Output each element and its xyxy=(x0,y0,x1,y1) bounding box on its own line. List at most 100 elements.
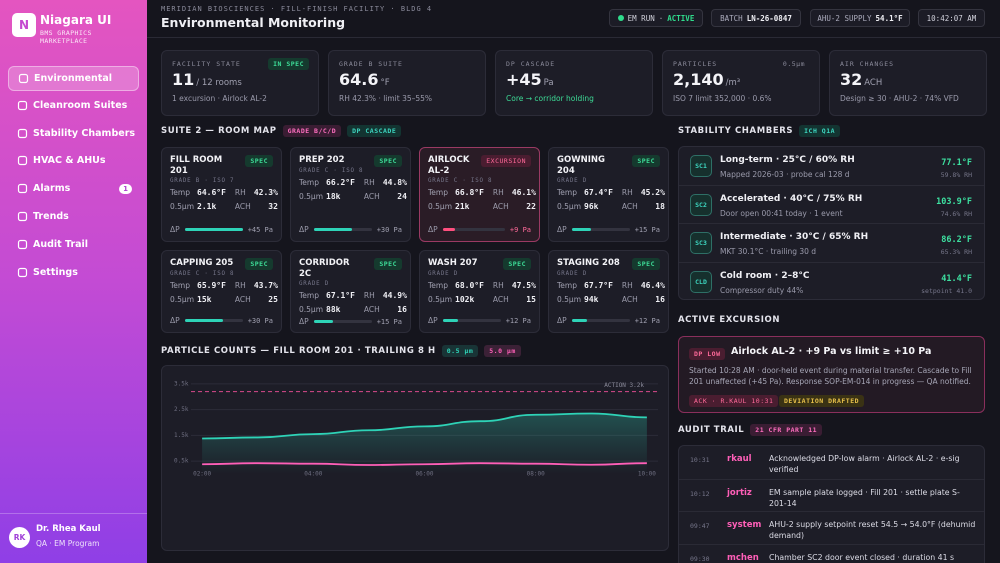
room-status: SPEC xyxy=(245,155,273,167)
metric-value: 2.1k xyxy=(197,202,217,211)
dp-value: +30 Pa xyxy=(247,316,273,325)
chamber-code: CLD xyxy=(690,270,712,293)
room-grade: GRADE C · ISO 8 xyxy=(170,271,235,277)
kpi-label: AIR CHANGES xyxy=(840,60,895,68)
line xyxy=(202,462,647,466)
kpi-value: 2,140 xyxy=(673,70,724,89)
dp-label: ΔP xyxy=(557,316,567,325)
chamber-row[interactable]: SC1 Long-term · 25°C / 60% RH Mapped 2026-… xyxy=(679,147,984,185)
room-name: FILL ROOM 201 xyxy=(170,155,223,176)
chamber-row[interactable]: CLD Cold room · 2–8°C Compressor duty 44% 4… xyxy=(679,261,984,300)
nav-item[interactable]: HVAC & AHUs xyxy=(8,149,139,174)
chamber-code: SC2 xyxy=(690,194,712,217)
metric-label: ACH xyxy=(363,305,380,314)
room-status: SPEC xyxy=(632,258,660,270)
audit-user: rkaul xyxy=(727,454,752,464)
kpi-unit: /m³ xyxy=(725,78,741,88)
section-title: AUDIT TRAIL xyxy=(678,425,745,435)
room-card: WASH 207 SPEC GRADE D Temp 68.0°F RH 47.5% 0.5µ… xyxy=(419,250,540,333)
nav-label[interactable]: HVAC & AHUs xyxy=(33,155,106,167)
dp-bar xyxy=(184,319,224,322)
metric-value: 68.0°F xyxy=(455,281,484,290)
room-head: CAPPING 205 SPEC xyxy=(170,258,273,270)
nav-icon xyxy=(17,239,28,249)
section-title: STABILITY CHAMBERS xyxy=(678,126,794,136)
room-name: AIRLOCK AL-2 xyxy=(428,155,470,176)
nav-item[interactable]: Environmental xyxy=(8,66,139,91)
room-metrics: Temp 66.8°F RH 46.1% 0.5µm 21k ACH 22 xyxy=(428,188,536,211)
nav-label[interactable]: Alarms xyxy=(33,183,71,195)
dp-track xyxy=(571,319,630,322)
section-tag: DP CASCADE xyxy=(347,125,402,137)
audit-text: Chamber SC2 door event closed · duration… xyxy=(769,552,955,562)
excursion-headline: Airlock AL-2 · +9 Pa vs limit ≥ +10 Pa xyxy=(731,346,932,357)
y-tick-label: 3.5k xyxy=(174,380,189,387)
kpi-value: 11 xyxy=(172,70,195,89)
metric-label: RH xyxy=(234,188,246,197)
room-dp: ΔP +12 Pa xyxy=(428,316,531,325)
metric-label: Temp xyxy=(299,291,319,300)
room-metrics: Temp 67.4°F RH 45.2% 0.5µm 96k ACH 18 xyxy=(557,188,665,211)
metric-label: ACH xyxy=(234,295,251,304)
nav-item[interactable]: Audit Trail xyxy=(8,233,139,258)
section-header: ACTIVE EXCURSION xyxy=(678,315,780,325)
audit-time: 10:12 xyxy=(690,489,710,498)
nav-item[interactable]: Trends xyxy=(8,205,139,230)
nav-label[interactable]: Trends xyxy=(33,211,69,222)
nav-icon xyxy=(17,211,28,222)
brand-sub: BMS GRAPHICS MARKETPLACE xyxy=(40,29,92,45)
chamber-name: Cold room · 2–8°C xyxy=(720,270,810,281)
nav-label[interactable]: Stability Chambers xyxy=(33,127,136,139)
kpi-card: PARTICLES 0.5µm 2,140/m³ ISO 7 limit 352,00… xyxy=(662,50,820,116)
metric-label: 0.5µm xyxy=(299,305,324,314)
chamber-row[interactable]: SC3 Intermediate · 30°C / 65% RH MKT 30.1°… xyxy=(679,223,984,261)
room-head: PREP 202 SPEC xyxy=(299,155,402,167)
room-metrics: Temp 67.7°F RH 46.4% 0.5µm 94k ACH 16 xyxy=(557,281,665,304)
room-metrics: Temp 68.0°F RH 47.5% 0.5µm 102k ACH 15 xyxy=(428,281,536,304)
nav-label[interactable]: Environmental xyxy=(34,73,112,84)
section-tag: GRADE B/C/D xyxy=(282,125,342,137)
kpi-value-row: 32 ACH xyxy=(840,70,882,89)
status-state: ACTIVE xyxy=(667,13,695,23)
chamber-secondary: setpoint 41.0 xyxy=(921,286,972,295)
room-head: WASH 207 SPEC xyxy=(428,258,531,270)
room-grade: GRADE C · ISO 8 xyxy=(428,178,493,184)
status-label: EM RUN xyxy=(627,13,655,23)
audit-text: Acknowledged DP-low alarm · Airlock AL-2… xyxy=(769,454,960,474)
nav-item[interactable]: Stability Chambers xyxy=(8,122,139,147)
room-card: AIRLOCK AL-2 EXCURSION GRADE C · ISO 8 Temp… xyxy=(419,147,540,242)
kpi-value: 32 xyxy=(840,70,863,89)
audit-time: 10:31 xyxy=(690,456,710,464)
metric-value: 32 xyxy=(268,202,278,211)
room-grade: GRADE B · ISO 7 xyxy=(170,178,235,184)
breadcrumb: MERIDIAN BIOSCIENCES · FILL-FINISH FACIL… xyxy=(161,5,433,13)
kpi-value-row: 64.6 °F xyxy=(339,70,390,89)
brand-name: Niagara UI xyxy=(40,13,112,27)
supply-value: 54.1°F xyxy=(875,13,903,23)
audit-time: 09:30 xyxy=(690,554,710,563)
metric-label: Temp xyxy=(557,188,577,197)
metric-value: 22 xyxy=(526,202,536,211)
page-title: Environmental Monitoring xyxy=(161,15,346,30)
nav-label[interactable]: Cleanroom Suites xyxy=(33,99,128,111)
kpi-label: PARTICLES xyxy=(673,60,718,68)
section-title: PARTICLE COUNTS — FILL ROOM 201 · TRAILI… xyxy=(161,346,436,356)
room-dp: ΔP +15 Pa xyxy=(557,225,660,234)
nav-label[interactable]: Settings xyxy=(33,266,78,278)
metric-label: 0.5µm xyxy=(428,202,453,211)
metric-label: Temp xyxy=(299,178,319,187)
section-tag: ICH Q1A xyxy=(799,125,841,137)
nav-item[interactable]: Settings xyxy=(8,261,139,286)
audit-row: 10:31 rkaul Acknowledged DP-low alarm · Ai… xyxy=(679,446,984,478)
room-metrics: Temp 64.6°F RH 42.3% 0.5µm 2.1k ACH 32 xyxy=(170,188,278,211)
metric-label: RH xyxy=(234,281,246,290)
metric-value: 102k xyxy=(455,295,475,304)
nav-item[interactable]: Alarms 1 xyxy=(8,177,139,202)
dp-value: +15 Pa xyxy=(634,225,660,234)
nav-item[interactable]: Cleanroom Suites xyxy=(8,94,139,119)
kpi-card: DP CASCADE +45 Pa Core → corridor holding xyxy=(495,50,653,116)
chamber-row[interactable]: SC2 Accelerated · 40°C / 75% RH Door open … xyxy=(679,185,984,223)
nav-label[interactable]: Audit Trail xyxy=(33,238,89,250)
dp-track xyxy=(184,319,243,322)
chamber-name: Intermediate · 30°C / 65% RH xyxy=(720,232,869,243)
